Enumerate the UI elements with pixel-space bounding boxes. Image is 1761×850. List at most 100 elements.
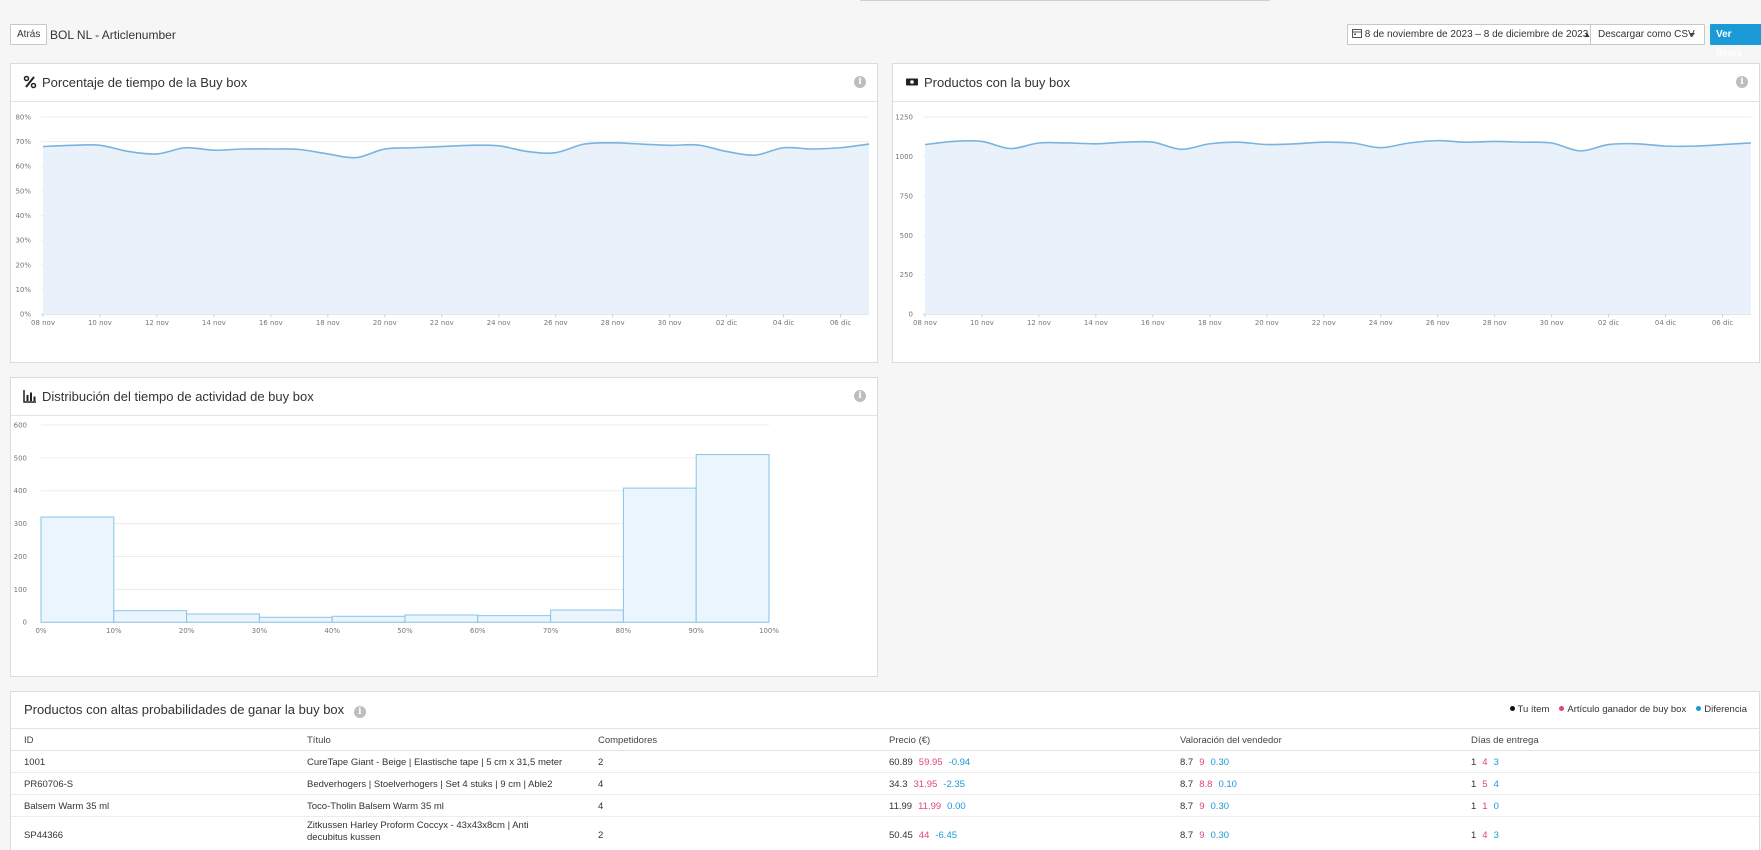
x-tick-label: 80% <box>616 627 632 635</box>
table-row[interactable]: PR60706-S Bedverhogers | Stoelverhogers |… <box>11 773 1759 795</box>
legend-label: Tu ítem <box>1517 704 1550 715</box>
y-tick-label: 30% <box>15 237 31 245</box>
buybox-percentage-chart: 0% 10% 20% 30% 40% 50% 60% 70% 80% 08 nov 10 nov 12… <box>11 103 877 362</box>
info-icon[interactable]: i <box>854 76 866 88</box>
cell-rating: 8.7 8.8 0.10 <box>1180 779 1237 790</box>
x-tick-label: 28 nov <box>601 319 625 327</box>
back-button[interactable]: Atrás <box>10 24 48 45</box>
date-range-picker[interactable]: 8 de noviembre de 2023 – 8 de diciembre … <box>1347 24 1596 45</box>
series-line <box>924 139 1752 152</box>
x-tick-label: 26 nov <box>544 319 568 327</box>
value-mine: 34.3 <box>889 779 908 790</box>
x-tick-label: 12 nov <box>1027 319 1051 327</box>
panel-header: Distribución del tiempo de actividad de … <box>11 378 877 416</box>
panel-title: Distribución del tiempo de actividad de … <box>42 389 314 404</box>
x-tick-label: 04 dic <box>773 319 794 327</box>
x-tick-label: 18 nov <box>1198 319 1222 327</box>
info-icon[interactable]: i <box>854 390 866 402</box>
info-icon-wrapper: i <box>353 702 366 718</box>
buybox-percentage-panel: Porcentaje de tiempo de la Buy box i 0% 1… <box>10 63 878 363</box>
y-tick-label: 0 <box>23 619 27 627</box>
table-row[interactable]: 1001 CureTape Giant - Beige | Elastische … <box>11 751 1759 773</box>
cell-competitors: 4 <box>598 801 604 812</box>
calendar-icon <box>1352 26 1362 45</box>
legend-item: Tu ítem <box>1509 704 1550 715</box>
column-header[interactable]: Precio (€) <box>889 735 931 746</box>
column-header[interactable]: Competidores <box>598 735 658 746</box>
cell-price: 11.99 11.99 0.00 <box>889 801 966 812</box>
y-tick-label: 70% <box>15 138 31 146</box>
column-header[interactable]: Valoración del vendedor <box>1180 735 1282 746</box>
x-tick-label: 40% <box>324 627 340 635</box>
value-mine: 1 <box>1471 779 1477 790</box>
x-tick-label: 16 nov <box>259 319 283 327</box>
cell-title: CureTape Giant - Beige | Elastische tape… <box>307 757 563 768</box>
cell-competitors: 2 <box>598 757 604 768</box>
y-tick-label: 40% <box>15 212 31 220</box>
column-header[interactable]: ID <box>24 735 34 746</box>
histogram-bar <box>477 615 552 623</box>
x-tick-label: 14 nov <box>202 319 226 327</box>
x-tick-label: 22 nov <box>1312 319 1336 327</box>
x-tick-label: 24 nov <box>1369 319 1393 327</box>
value-mine: 8.7 <box>1180 830 1194 841</box>
info-icon[interactable]: i <box>1736 76 1748 88</box>
histogram-bar <box>622 487 697 623</box>
value-diff: 3 <box>1493 757 1499 768</box>
x-tick-label: 12 nov <box>145 319 169 327</box>
value-winner: 8.8 <box>1199 779 1213 790</box>
value-mine: 1 <box>1471 801 1477 812</box>
x-tick-label: 30% <box>252 627 268 635</box>
y-tick-label: 500 <box>14 454 27 462</box>
panel-title: Porcentaje de tiempo de la Buy box <box>42 75 248 90</box>
value-winner: 31.95 <box>913 779 938 790</box>
buybox-candidates-panel: Productos con altas probabilidades de ga… <box>10 691 1760 850</box>
value-mine: 8.7 <box>1180 757 1194 768</box>
histogram-bar <box>550 609 624 623</box>
top-divider <box>860 0 1270 1</box>
x-tick-label: 10% <box>106 627 122 635</box>
sort-arrows-icon: ▲ <box>1583 30 1591 39</box>
column-header[interactable]: Días de entrega <box>1471 735 1539 746</box>
y-tick-label: 0% <box>20 311 31 319</box>
histogram-bar <box>40 516 115 623</box>
y-tick-label: 50% <box>15 187 31 195</box>
value-winner: 4 <box>1482 830 1488 841</box>
info-icon[interactable]: i <box>353 706 366 718</box>
cell-competitors: 4 <box>598 779 604 790</box>
series-line <box>42 141 870 159</box>
x-tick-label: 08 nov <box>913 319 937 327</box>
x-tick-label: 26 nov <box>1426 319 1450 327</box>
column-header[interactable]: Título <box>307 735 331 746</box>
x-tick-label: 18 nov <box>316 319 340 327</box>
x-tick-label: 14 nov <box>1084 319 1108 327</box>
y-tick-label: 0 <box>909 311 913 319</box>
caret-down-icon <box>1689 33 1695 37</box>
legend-dot <box>1559 706 1565 711</box>
histogram-bar <box>331 615 406 623</box>
table-row[interactable]: SP44366 Zitkussen Harley Proform Coccyx -… <box>11 817 1759 850</box>
value-winner: 44 <box>918 830 930 841</box>
x-tick-label: 04 dic <box>1655 319 1676 327</box>
x-tick-label: 20% <box>179 627 195 635</box>
cell-id: SP44366 <box>24 830 64 841</box>
y-tick-label: 600 <box>14 421 27 429</box>
table-body: 1001 CureTape Giant - Beige | Elastische … <box>11 751 1759 850</box>
download-csv-button[interactable]: Descargar como CSV <box>1590 24 1705 45</box>
table-row[interactable]: Balsem Warm 35 ml Toco-Tholin Balsem Warm… <box>11 795 1759 817</box>
view-items-button[interactable]: Ver ítems <box>1710 24 1761 59</box>
cell-price: 50.45 44 -6.45 <box>889 830 957 841</box>
y-tick-label: 750 <box>900 192 913 200</box>
y-tick-label: 300 <box>14 520 27 528</box>
buybox-products-chart: 0 250 500 750 1000 1250 08 nov 10 nov 12 nov 14 n… <box>893 103 1759 362</box>
cell-title: Bedverhogers | Stoelverhogers | Set 4 st… <box>307 779 553 790</box>
x-tick-label: 24 nov <box>487 319 511 327</box>
value-mine: 1 <box>1471 757 1477 768</box>
x-tick-label: 08 nov <box>31 319 55 327</box>
legend-item: Artículo ganador de buy box <box>1559 704 1686 715</box>
legend-item: Diferencia <box>1696 704 1747 715</box>
x-tick-label: 70% <box>543 627 559 635</box>
value-winner: 11.99 <box>918 801 942 812</box>
value-winner: 9 <box>1199 830 1205 841</box>
x-tick-label: 60% <box>470 627 486 635</box>
